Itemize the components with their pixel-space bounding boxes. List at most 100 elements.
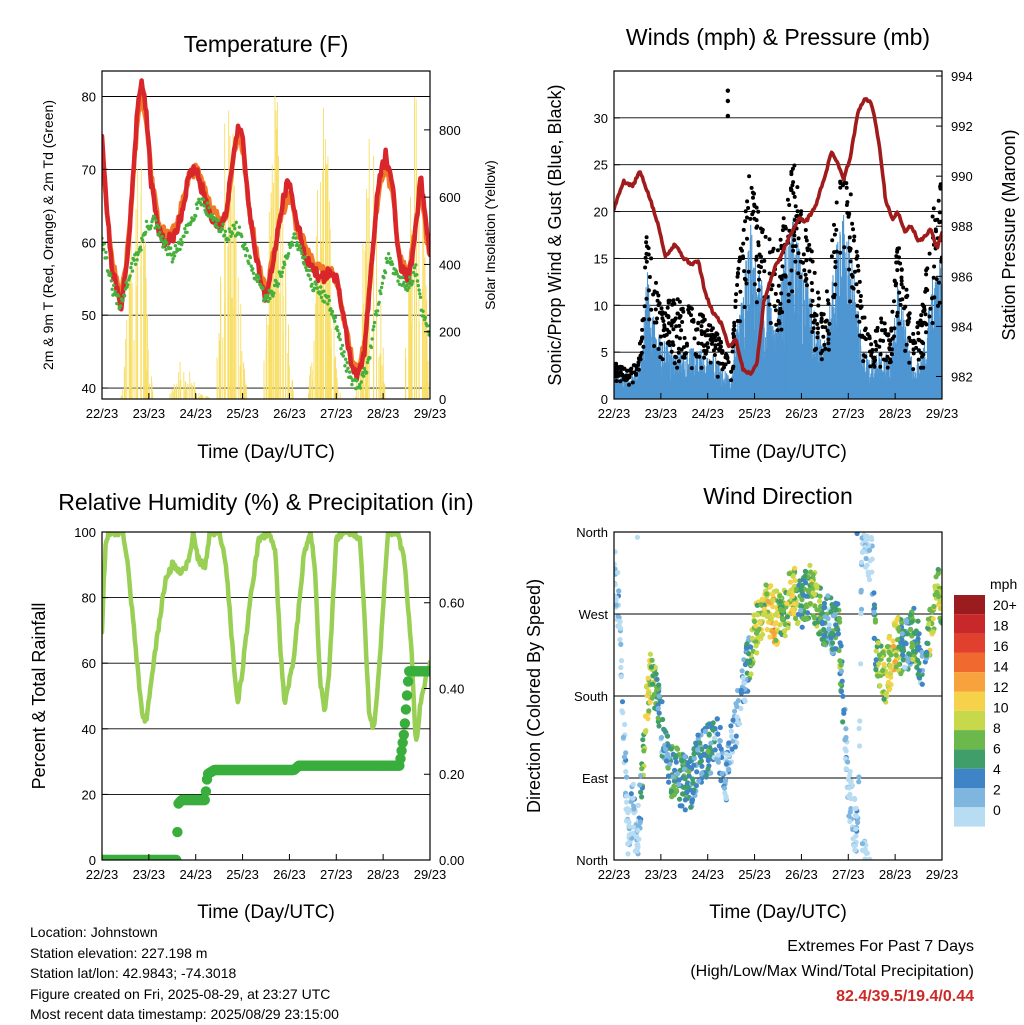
wind-direction-point [698,754,704,760]
dewpoint-point [279,274,284,278]
wind-direction-point [753,623,759,629]
wind-gust-point [888,342,893,347]
wind-gust-point [769,287,774,292]
wind-direction-point [748,644,754,650]
wind-direction-point [723,761,730,767]
wind-direction-point [802,573,808,580]
wind-direction-point [787,579,794,585]
wind-direction-point [900,652,906,658]
wind-gust-point [774,322,779,327]
extremes-values: 82.4/39.5/19.4/0.44 [836,988,974,1005]
dewpoint-point [104,250,108,254]
dewpoint-point [201,197,206,202]
wind-gust-point [669,323,674,328]
wind-gust-point [618,379,623,384]
wind-gust-point [674,324,679,329]
wind-gust-point [616,373,621,378]
wind-gust-point [745,215,749,220]
legend-label: 0 [993,802,1001,818]
wind-direction-point [846,785,852,791]
humidity-title: Relative Humidity (%) & Precipitation (i… [58,489,473,515]
wind-direction-point [668,746,674,752]
wind-direction-point [639,794,645,800]
wind-gust-point [699,312,704,317]
wind-direction-point [755,634,761,640]
wind-gust-point [834,227,839,232]
wind-gust-point [938,182,942,187]
wind-direction-point [686,769,692,775]
wind-gust-point [798,275,803,279]
wind-gust-point [937,210,942,215]
wind-direction-point [671,792,677,798]
humidity-plot-frame [101,531,431,861]
wind-direction-point [614,561,617,567]
wind-direction-point [743,645,750,651]
wind-gust-point [911,367,916,372]
winds-xtick-label: 26/23 [785,406,818,421]
wind-direction-point [885,679,892,685]
wind-direction-point [856,774,862,780]
station-info: Location: Johnstown Station elevation: 2… [30,922,339,1025]
wind-gust-point [780,228,785,233]
dewpoint-point [379,285,384,290]
dewpoint-point [233,226,237,231]
wind-direction-point [869,569,875,575]
wind-gust-point [874,347,879,352]
wind-gust-point [833,259,838,264]
wind-gust-point [691,319,696,324]
wind-direction-point [758,602,764,608]
dewpoint-point [234,220,238,225]
wind-gust-point [647,317,652,322]
winds-ytick-label: 30 [594,111,608,126]
wind-direction-point [858,611,864,617]
wind-direction-point [623,818,630,824]
wind-direction-point [618,674,624,680]
wind-direction-point [614,582,618,588]
wind-direction-point [659,699,665,705]
wind-direction-point [705,757,711,764]
wind-gust-point [810,330,815,334]
wind-direction-gridlines [614,531,942,861]
wind-gust-point [892,279,897,284]
wind-gust-point [820,348,825,353]
wind-direction-point [676,777,682,783]
wind-direction-point [675,746,681,752]
wind-gust-point [789,172,794,177]
dewpoint-point [178,247,182,252]
wind-gust-point [741,256,746,261]
wind-direction-point [646,690,652,697]
wind-direction-title: Wind Direction [703,483,853,509]
wind-direction-point [636,836,642,842]
wind-gust-point [708,323,713,328]
wind-gust-point [684,351,688,356]
wind-direction-point [903,641,909,647]
wind-gust-point [760,230,765,235]
wind-gust-point [868,364,873,369]
wind-direction-point [665,765,671,771]
dewpoint-point [271,294,275,298]
dewpoint-point [265,293,270,297]
wind-gust-point [915,320,920,325]
wind-direction-point [721,785,728,791]
legend-label: 16 [993,638,1009,654]
wind-direction-point [933,574,939,580]
dewpoint-point [345,360,349,365]
wind-direction-point [891,622,898,628]
wind-gust-point [829,254,834,259]
dewpoint-point [377,300,381,305]
wind-direction-point [782,628,788,634]
wind-gust-point [934,277,939,282]
wind-direction-point [908,619,915,625]
temperature-ytick-label: 70 [82,162,96,177]
dewpoint-point [158,230,162,235]
wind-direction-point [751,618,758,625]
humidity-xlabel: Time (Day/UTC) [197,902,335,923]
legend-swatch [954,768,985,788]
wind-direction-point [804,616,810,622]
wind-gust-point [809,303,814,308]
wind-gust-point [735,283,740,287]
wind-direction-point [792,578,798,584]
wind-direction-point [782,633,788,639]
wind-gust-point [667,339,671,344]
wind-gust-point [717,347,721,352]
